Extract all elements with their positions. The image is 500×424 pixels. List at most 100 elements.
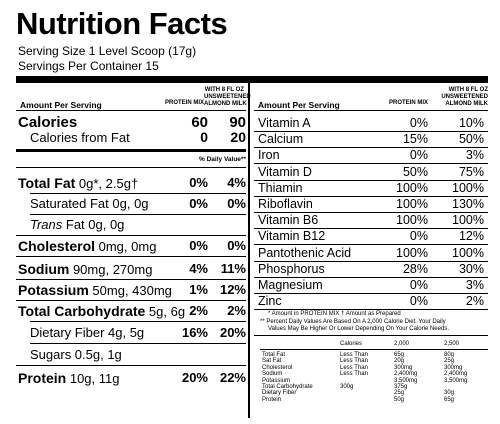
nutrient-name: Total Fat (18, 175, 76, 191)
dv-table-calories: Calories (340, 341, 363, 347)
dv-table-label: Dietary Fiber (262, 390, 297, 397)
dv-table-qualifier: Less Than (340, 358, 368, 365)
row-rule (254, 163, 488, 165)
row-rule (30, 214, 246, 215)
right-col2-header-line3: ALMOND MILK (445, 101, 488, 107)
vitamin-value-prepared: 100% (452, 213, 484, 228)
calories-value-prepared: 90 (229, 114, 246, 131)
right-col2-header: WITH 8 FL OZ UNSWEETENED ALMOND MILK (440, 87, 488, 108)
footnote-amounts: * Amount in PROTEIN MIX † Amount as Prep… (268, 311, 401, 317)
nutrient-name: Cholesterol (18, 238, 96, 254)
nutrient-name: Potassium (18, 282, 89, 298)
dv-value-prepared: 2% (227, 303, 246, 318)
dv-table-label: Sat Fat (262, 358, 282, 365)
nutrient-name: Total Carbohydrate (18, 303, 146, 319)
dv-value-mix: 20% (181, 370, 208, 385)
vitamin-value-mix: 0% (409, 148, 428, 163)
footnote-daily-values-line1: ** Percent Daily Values Are Based On A 2… (260, 319, 446, 325)
row-rule (16, 365, 246, 366)
row-rule (16, 235, 246, 236)
row-rule (16, 300, 246, 301)
vitamin-value-mix: 100% (396, 197, 428, 211)
top-thick-bar (16, 76, 488, 83)
row-rule (254, 276, 488, 278)
vitamin-label: Iron (258, 148, 280, 163)
vitamin-value-prepared: 130% (452, 197, 484, 211)
nutrient-label: Dietary Fiber 4g, 5g (30, 325, 144, 340)
row-rule (16, 279, 246, 280)
dv-value-prepared: 12% (219, 282, 246, 297)
dv-value-mix: 1% (189, 282, 208, 297)
servings-per-container: Servings Per Container 15 (18, 59, 159, 73)
nutrient-amount: 90mg, 270mg (69, 262, 153, 277)
vitamin-label: Vitamin B12 (258, 229, 326, 244)
dv-table-label: Cholesterol (262, 364, 293, 371)
row-rule (254, 179, 488, 181)
vitamin-value-mix: 0% (409, 229, 428, 244)
nutrient-amount: Dietary Fiber 4g, 5g (30, 325, 145, 340)
vitamin-value-mix: 0% (409, 116, 428, 130)
dv-table-2500-value: 25g (444, 358, 455, 365)
vitamin-value-prepared: 100% (452, 245, 484, 260)
left-col1-header: PROTEIN MIX (164, 100, 204, 106)
vitamin-label: Riboflavin (258, 197, 313, 211)
dv-table-2000-value: 25g (394, 390, 405, 397)
nutrient-amount: Sugars 0.5g, 1g (30, 347, 122, 362)
row-rule (254, 293, 488, 294)
left-col2-header-line1: WITH 8 FL OZ (204, 87, 244, 93)
dv-value-prepared: 4% (227, 175, 246, 190)
vitamin-value-mix: 15% (402, 132, 428, 147)
nutrient-amount: 0mg, 0mg (95, 239, 157, 254)
vitamin-label: Magnesium (258, 278, 323, 292)
row-rule (254, 244, 488, 246)
vitamin-value-prepared: 3% (465, 148, 484, 163)
dv-table-rule (260, 349, 488, 350)
right-col1-header: PROTEIN MIX (388, 100, 428, 106)
vitamin-value-prepared: 50% (458, 132, 484, 147)
dv-table-2500-value: 300mg (444, 364, 463, 371)
dv-table-qualifier: Less Than (340, 364, 368, 371)
left-rule (16, 110, 246, 111)
vitamin-label: Zinc (258, 294, 282, 309)
dv-table-2500: 2,500 (444, 341, 460, 347)
nutrient-amount: 50mg, 430mg (88, 283, 172, 298)
dv-table-qualifier: 300g (340, 384, 354, 390)
row-rule (254, 195, 488, 197)
left-amount-per-serving: Amount Per Serving (20, 100, 102, 110)
vitamin-value-mix: 0% (409, 278, 428, 292)
row-rule (254, 309, 488, 311)
dv-table-label: Sodium (262, 371, 283, 378)
left-rule (16, 167, 246, 168)
right-amount-per-serving: Amount Per Serving (258, 100, 340, 110)
calories-value-mix: 60 (191, 114, 208, 131)
vitamin-value-prepared: 100% (452, 180, 484, 195)
nutrient-name-italic: Trans (30, 217, 63, 232)
right-col2-header-line2: UNSWEETENED (441, 94, 488, 100)
dv-value-prepared: 11% (220, 261, 246, 276)
dv-value-mix: 0% (189, 175, 208, 190)
dv-table-2000-value: 300mg (394, 364, 413, 371)
vitamin-label: Phosphorus (258, 261, 325, 276)
vitamin-label: Calcium (258, 132, 304, 147)
nutrient-amount: Fat 0g, 0g (62, 217, 125, 232)
row-rule (254, 260, 488, 262)
row-rule (30, 321, 246, 322)
vitamin-label: Vitamin A (258, 116, 311, 130)
dv-value-mix: 16% (181, 325, 208, 340)
nutrient-label: Saturated Fat 0g, 0g (30, 196, 149, 211)
dv-value-mix: 2% (189, 303, 208, 318)
dv-value-prepared: 22% (219, 370, 246, 385)
calories-from-fat-prepared: 20 (230, 129, 246, 145)
daily-value-header: % Daily Value** (199, 156, 246, 163)
dv-table-2500-value: 65g (444, 396, 455, 403)
vitamin-value-mix: 100% (396, 180, 428, 195)
nutrient-amount: 10g, 11g (66, 371, 120, 386)
dv-table-2500-value: 30g (444, 390, 455, 397)
nutrient-label: Sugars 0.5g, 1g (30, 347, 122, 362)
row-rule (254, 228, 488, 230)
vitamin-value-prepared: 30% (458, 261, 484, 276)
left-rule-med (16, 149, 246, 152)
dv-value-mix: 0% (189, 238, 208, 253)
dv-value-mix: 4% (189, 261, 208, 276)
dv-table-2000-value: 50g (394, 396, 405, 403)
